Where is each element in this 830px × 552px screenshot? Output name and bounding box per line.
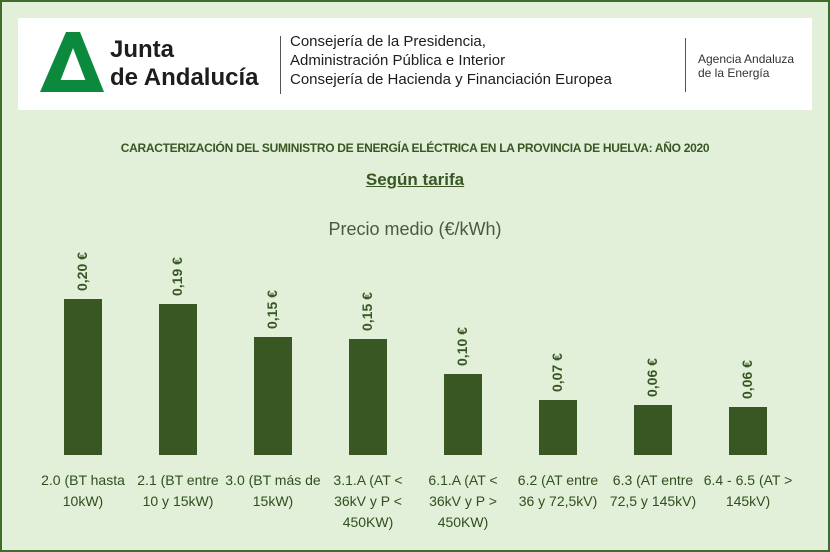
x-tick-label: 6.2 (AT entre 36 y 72,5kV)	[517, 472, 599, 509]
data-label: 0,10 €	[454, 326, 470, 366]
x-tick-label: 2.1 (BT entre 10 y 15kW)	[137, 472, 219, 509]
data-label: 0,06 €	[644, 358, 660, 398]
data-label: 0,20 €	[74, 252, 90, 291]
data-label: 0,19 €	[169, 256, 185, 296]
bar	[349, 338, 387, 455]
department: Consejería de la Presidencia, Administrac…	[290, 33, 612, 88]
bar	[634, 405, 672, 455]
header: Junta de Andalucía Consejería de la Pres…	[18, 18, 812, 110]
data-label: 0,15 €	[264, 290, 280, 330]
agency: Agencia Andaluza de la Energía	[698, 52, 795, 80]
bar	[159, 303, 197, 455]
bar	[444, 373, 482, 455]
chart-title: CARACTERIZACIÓN DEL SUMINISTRO DE ENERGÍ…	[120, 141, 710, 155]
bar	[729, 406, 767, 455]
x-tick-label: 6.3 (AT entre 72,5 y 145kV)	[609, 472, 697, 509]
x-tick-label: 6.4 - 6.5 (AT > 145kV)	[703, 472, 793, 509]
x-tick-label: 6.1.A (AT < 36kV y P > 450KW)	[428, 472, 498, 530]
series-title: Precio medio (€/kWh)	[328, 219, 502, 239]
bar	[539, 399, 577, 455]
logo	[40, 32, 104, 92]
x-tick-label: 2.0 (BT hasta 10kW)	[41, 472, 125, 509]
x-tick-label: 3.1.A (AT < 36kV y P < 450KW)	[333, 472, 403, 530]
data-label: 0,07 €	[549, 352, 565, 392]
x-tick-label: 3.0 (BT más de 15kW)	[225, 472, 321, 509]
bar	[64, 299, 102, 455]
data-label: 0,06 €	[739, 359, 755, 399]
logo-text: Junta	[110, 36, 175, 63]
logo-text: de Andalucía	[110, 64, 259, 91]
data-label: 0,15 €	[359, 291, 375, 331]
chart-subtitle: Según tarifa	[365, 170, 465, 189]
bar	[254, 337, 292, 455]
